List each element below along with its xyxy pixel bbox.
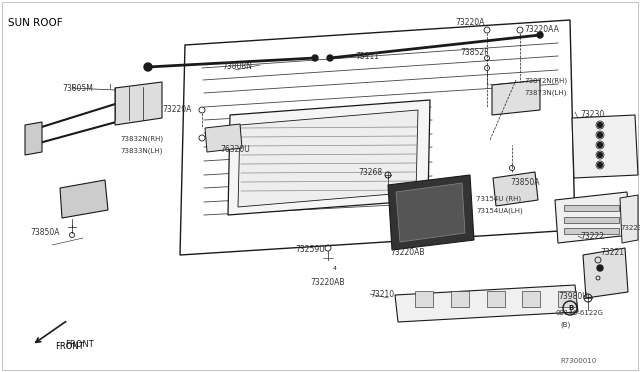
- Polygon shape: [555, 192, 630, 243]
- Polygon shape: [115, 82, 162, 125]
- Polygon shape: [388, 175, 474, 250]
- Text: 73223: 73223: [620, 225, 640, 231]
- Polygon shape: [238, 110, 418, 207]
- Polygon shape: [396, 183, 465, 242]
- Text: 73220AA: 73220AA: [524, 25, 559, 34]
- Polygon shape: [572, 115, 638, 178]
- Bar: [451, 291, 468, 307]
- Text: 73220A: 73220A: [455, 18, 484, 27]
- Circle shape: [327, 55, 333, 61]
- Text: 73230: 73230: [580, 110, 604, 119]
- Text: 76320U: 76320U: [220, 145, 250, 154]
- Text: 73220A: 73220A: [162, 105, 191, 114]
- Circle shape: [312, 55, 318, 61]
- Text: 73832N(RH): 73832N(RH): [120, 135, 163, 141]
- Text: 73220AB: 73220AB: [390, 248, 424, 257]
- Text: R7300010: R7300010: [560, 358, 596, 364]
- Polygon shape: [620, 195, 638, 243]
- Text: 08146-6122G: 08146-6122G: [555, 310, 603, 316]
- Text: 4: 4: [333, 266, 337, 271]
- Circle shape: [144, 63, 152, 71]
- Text: FRONT: FRONT: [65, 340, 93, 349]
- Bar: [415, 291, 433, 307]
- Polygon shape: [583, 248, 628, 298]
- Bar: [564, 217, 619, 222]
- Circle shape: [597, 265, 603, 271]
- Polygon shape: [180, 20, 575, 255]
- Circle shape: [598, 153, 602, 157]
- Text: 73268: 73268: [358, 168, 382, 177]
- Text: 73805M: 73805M: [62, 84, 93, 93]
- Polygon shape: [60, 180, 108, 218]
- Circle shape: [598, 142, 602, 148]
- Text: 73873N(LH): 73873N(LH): [524, 90, 566, 96]
- Text: 73259U: 73259U: [295, 245, 324, 254]
- Bar: [564, 228, 619, 234]
- Bar: [522, 291, 540, 307]
- Text: (B): (B): [560, 322, 570, 328]
- Polygon shape: [492, 80, 540, 115]
- Circle shape: [598, 122, 602, 128]
- Polygon shape: [228, 100, 430, 215]
- Polygon shape: [205, 124, 242, 152]
- Circle shape: [537, 32, 543, 38]
- Text: 73850A: 73850A: [510, 178, 540, 187]
- Text: 73850A: 73850A: [30, 228, 60, 237]
- Bar: [558, 291, 576, 307]
- Text: 73210: 73210: [370, 290, 394, 299]
- Text: 73221: 73221: [600, 248, 624, 257]
- Text: B: B: [568, 305, 573, 311]
- Text: FRONT: FRONT: [55, 342, 84, 351]
- Circle shape: [598, 163, 602, 167]
- Text: 73154U (RH): 73154U (RH): [476, 195, 521, 202]
- Text: SUN ROOF: SUN ROOF: [8, 18, 63, 28]
- Text: 73220AB: 73220AB: [310, 278, 344, 287]
- Text: 73111: 73111: [355, 52, 379, 61]
- Polygon shape: [398, 186, 472, 244]
- Text: 73833N(LH): 73833N(LH): [120, 148, 163, 154]
- Polygon shape: [493, 172, 538, 206]
- Polygon shape: [395, 285, 578, 322]
- Bar: [486, 291, 504, 307]
- Bar: [564, 205, 619, 211]
- Circle shape: [598, 132, 602, 138]
- Polygon shape: [25, 122, 42, 155]
- Text: 73852F: 73852F: [460, 48, 488, 57]
- Text: 73222: 73222: [580, 232, 604, 241]
- Text: 73872N(RH): 73872N(RH): [524, 78, 567, 84]
- Text: 73154UA(LH): 73154UA(LH): [476, 208, 523, 215]
- Text: 73808N: 73808N: [222, 62, 252, 71]
- Text: 73980U: 73980U: [558, 292, 588, 301]
